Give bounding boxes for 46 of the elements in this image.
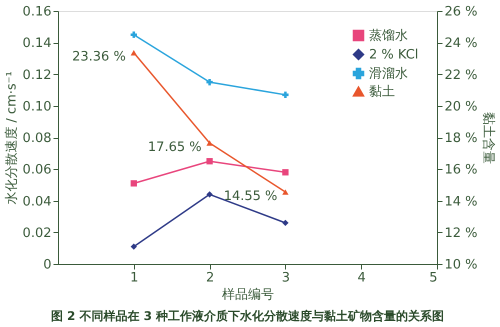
x-tick-label: 5 (429, 270, 438, 286)
y-tick-label: 0.08 (22, 131, 52, 146)
point (206, 191, 213, 198)
y-tick-label: 0.02 (22, 226, 52, 241)
y-tick-label: 0.06 (22, 162, 52, 178)
point (282, 92, 289, 98)
legend-label: 滑溜水 (369, 66, 408, 82)
legend-label: 黏土 (369, 84, 395, 100)
x-tick-label: 1 (130, 270, 138, 286)
y2-axis-title: 黏土含量 (480, 112, 496, 164)
y2-tick-label: 14 % (444, 194, 478, 210)
y2-tick-label: 24 % (444, 36, 478, 52)
legend-label: 2 % KCl (369, 48, 418, 62)
y-tick-label: 0.16 (22, 4, 52, 20)
y2-tick-label: 18 % (444, 131, 478, 146)
point (130, 180, 137, 187)
y-tick-label: 0.04 (22, 194, 52, 210)
y2-tick-label: 16 % (444, 162, 478, 178)
point (130, 50, 137, 56)
x-tick-label: 2 (206, 270, 214, 286)
point (206, 140, 213, 146)
point (206, 78, 213, 86)
point (130, 243, 137, 250)
legend-label: 蒸馏水 (369, 28, 408, 44)
y2-tick-label: 20 % (444, 99, 478, 114)
y2-tick-label: 26 % (444, 4, 478, 20)
x-tick-label: 4 (358, 270, 366, 286)
y-axis-title: 水化分散速度 / cm·s⁻¹ (4, 71, 20, 205)
point (282, 169, 289, 176)
y2-tick-label: 22 % (444, 68, 478, 83)
y-tick-label: 0.10 (22, 99, 52, 114)
x-tick-label: 3 (282, 270, 290, 286)
data-label: 14.55 % (224, 189, 278, 204)
point (282, 189, 289, 195)
point (206, 158, 213, 164)
point (282, 220, 289, 226)
data-label: 17.65 % (148, 140, 202, 156)
text: 图 2 不同样品在 3 种工作液介质下水化分散速度与黏土矿物含量的关系图 (50, 309, 444, 323)
y2-tick-label: 10 % (444, 258, 478, 272)
data-label: 23.36 % (72, 50, 126, 65)
y2-tick-label: 12 % (444, 226, 478, 241)
y-tick-label: 0.14 (22, 36, 52, 52)
point (130, 32, 137, 38)
y-tick-label: 0 (43, 258, 52, 272)
y-tick-label: 0.12 (22, 68, 52, 83)
x-axis-title: 样品编号 (222, 288, 274, 302)
